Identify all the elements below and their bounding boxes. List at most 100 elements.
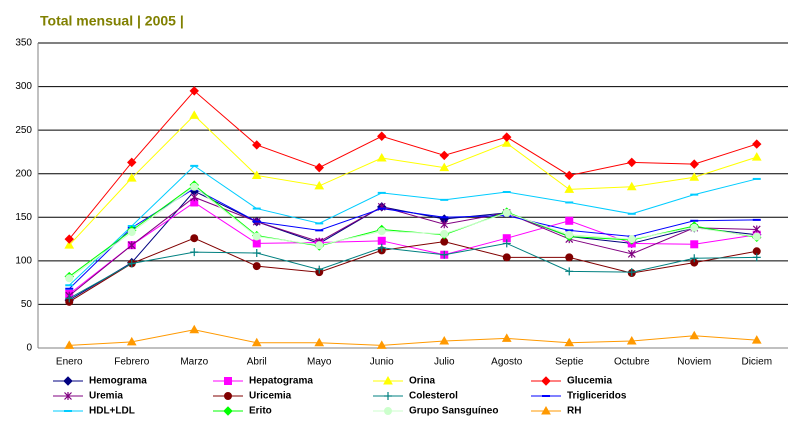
marker xyxy=(752,225,761,234)
marker xyxy=(440,250,449,259)
series-line xyxy=(68,186,757,279)
y-tick-label: 100 xyxy=(15,255,32,266)
marker xyxy=(565,230,574,239)
marker xyxy=(502,239,511,248)
marker xyxy=(626,336,637,345)
marker xyxy=(65,294,74,303)
marker xyxy=(189,110,200,119)
marker xyxy=(64,240,75,249)
series-line xyxy=(68,114,757,246)
legend-marker xyxy=(541,405,551,415)
legend-marker xyxy=(384,392,392,400)
x-tick-label: Agosto xyxy=(491,357,523,368)
series-line xyxy=(69,242,757,299)
marker xyxy=(315,241,324,250)
legend-label: HDL+LDL xyxy=(89,406,135,417)
marker xyxy=(127,241,136,250)
series-line xyxy=(68,237,757,303)
marker xyxy=(501,333,512,342)
legend-label: Orina xyxy=(409,376,436,387)
marker xyxy=(751,152,762,161)
legend-marker xyxy=(224,377,232,385)
marker xyxy=(377,131,387,141)
x-tick-label: Diciem xyxy=(741,357,772,368)
marker xyxy=(689,330,700,340)
series-line xyxy=(69,329,757,346)
x-tick-label: Marzo xyxy=(180,357,208,368)
legend-marker xyxy=(384,407,392,415)
marker xyxy=(690,254,699,263)
marker xyxy=(440,220,449,229)
marker xyxy=(751,335,762,344)
marker xyxy=(251,170,262,179)
marker xyxy=(376,153,387,162)
y-tick-label: 150 xyxy=(15,212,32,223)
legend-marker xyxy=(223,406,233,416)
marker xyxy=(689,172,700,181)
legend-label: Uricemia xyxy=(249,391,292,402)
x-tick-label: Octubre xyxy=(614,357,650,368)
marker xyxy=(126,336,137,346)
marker xyxy=(377,227,386,236)
marker xyxy=(564,184,575,193)
marker xyxy=(752,232,761,241)
y-tick-label: 300 xyxy=(15,81,32,92)
marker xyxy=(502,208,511,217)
marker xyxy=(252,140,262,150)
y-tick-label: 250 xyxy=(15,125,32,136)
x-tick-label: Enero xyxy=(56,357,83,368)
marker xyxy=(627,235,636,244)
marker xyxy=(252,239,261,248)
y-tick-label: 50 xyxy=(21,299,33,310)
y-tick-label: 0 xyxy=(26,343,32,354)
marker xyxy=(565,253,574,262)
series-line xyxy=(68,90,757,240)
legend-marker xyxy=(63,376,73,386)
marker xyxy=(752,253,761,262)
marker xyxy=(439,336,450,345)
legend-label: Uremia xyxy=(89,391,123,402)
marker xyxy=(190,234,199,243)
marker xyxy=(190,193,199,202)
marker xyxy=(252,232,261,241)
marker xyxy=(626,181,637,191)
marker xyxy=(377,236,386,245)
marker xyxy=(189,86,199,96)
chart-title: Total mensual | 2005 | xyxy=(40,13,184,29)
marker xyxy=(565,267,574,276)
marker xyxy=(502,253,511,262)
legend-label: Glucemia xyxy=(567,376,612,387)
marker xyxy=(127,259,136,268)
x-tick-label: Abril xyxy=(247,357,267,368)
marker xyxy=(189,324,200,334)
x-tick-label: Julio xyxy=(434,357,455,368)
marker xyxy=(564,170,574,181)
marker xyxy=(190,182,199,191)
x-tick-label: Febrero xyxy=(114,357,149,368)
series-line xyxy=(68,165,757,286)
series-line xyxy=(68,196,757,297)
marker xyxy=(627,268,636,277)
marker xyxy=(690,240,699,249)
marker xyxy=(64,340,75,349)
legend-marker xyxy=(64,392,72,400)
marker xyxy=(376,340,387,349)
x-tick-label: Junio xyxy=(370,357,394,368)
marker xyxy=(315,265,324,274)
marker xyxy=(127,157,137,168)
marker xyxy=(314,337,325,347)
y-tick-label: 350 xyxy=(15,38,32,49)
series-line xyxy=(68,201,757,295)
marker xyxy=(190,248,199,257)
legend-label: Trigliceridos xyxy=(567,391,627,402)
x-tick-label: Noviem xyxy=(677,357,711,368)
marker xyxy=(439,150,449,161)
legend-marker xyxy=(224,392,232,400)
marker xyxy=(627,157,637,168)
marker xyxy=(501,138,512,147)
marker xyxy=(690,223,699,232)
x-tick-label: Mayo xyxy=(307,357,332,368)
legend-label: Hemograma xyxy=(89,376,147,387)
marker xyxy=(314,162,324,173)
